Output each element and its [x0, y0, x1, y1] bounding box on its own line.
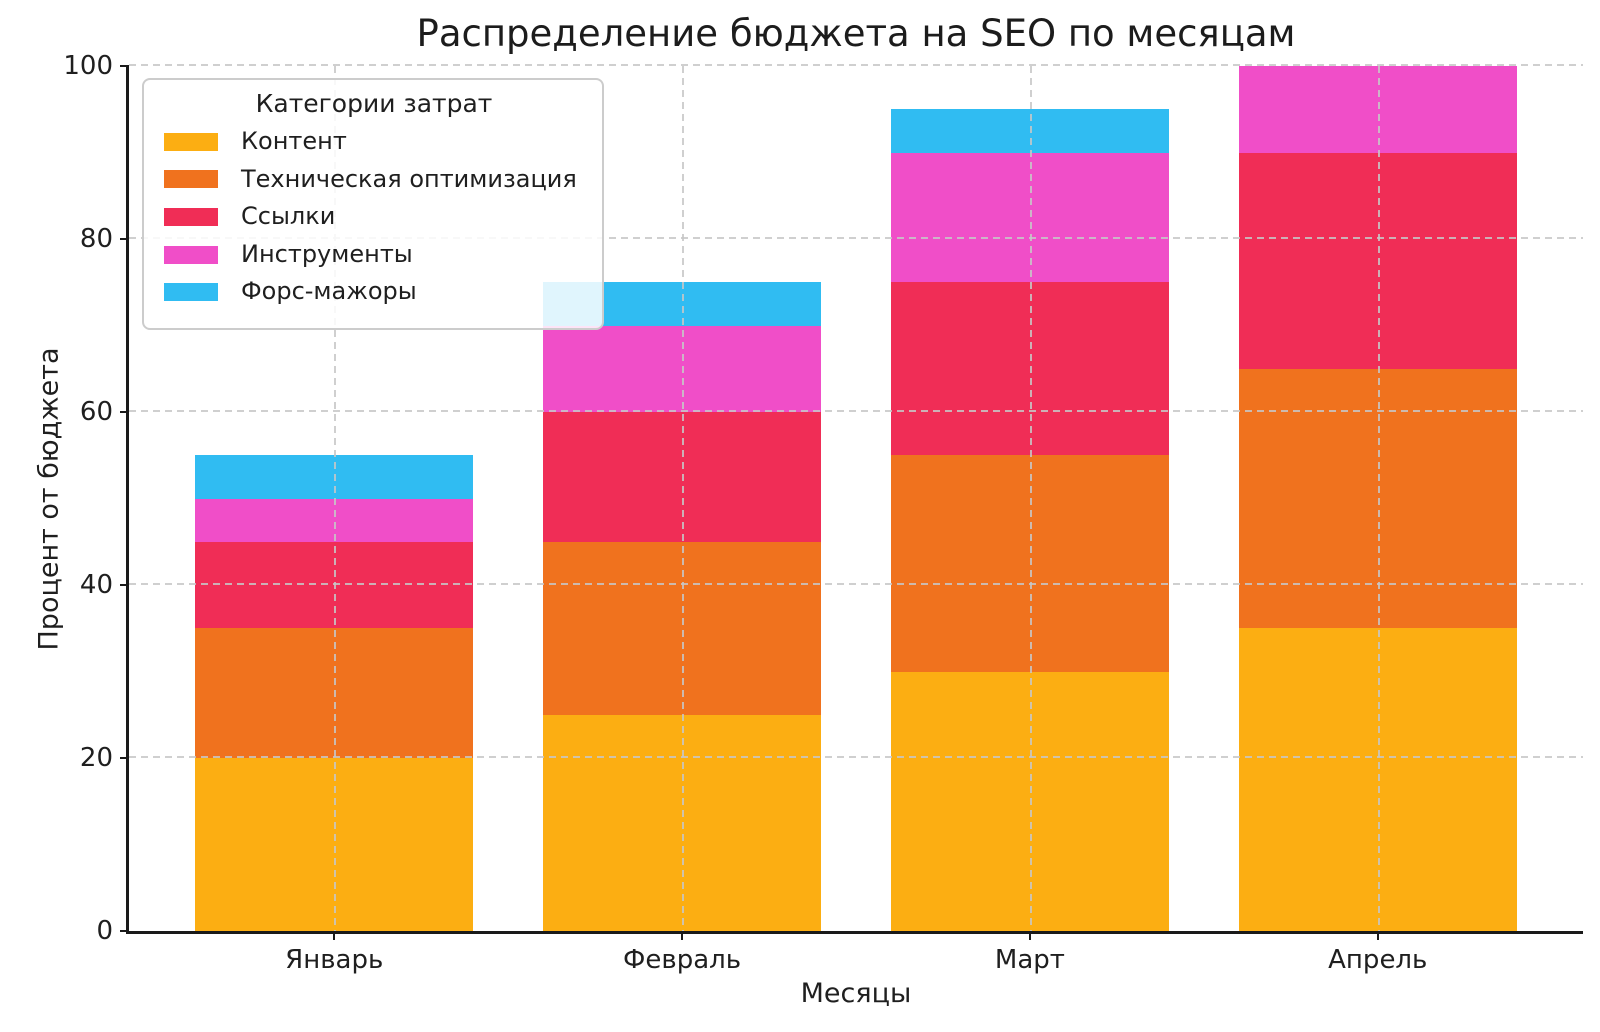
legend-swatch-icon — [164, 283, 218, 302]
y-tick-label: 80 — [79, 224, 113, 254]
legend-item-Ссылки: Ссылки — [164, 203, 584, 231]
y-tick-mark-100 — [120, 65, 129, 67]
v-gridline-2 — [1029, 66, 1032, 931]
legend-item-label: Контент — [241, 127, 347, 155]
y-tick-mark-80 — [120, 238, 129, 240]
y-tick-label: 0 — [96, 916, 113, 946]
bar-segment-Апрель-Контент — [1238, 628, 1517, 931]
x-tick-mark-0 — [333, 931, 336, 940]
bar-segment-Январь-Контент — [195, 758, 474, 931]
y-axis-spine — [126, 66, 129, 934]
bar-segment-Январь-Инструменты — [195, 498, 474, 542]
legend-swatch-icon — [164, 170, 218, 189]
bar-segment-Апрель-Ссылки — [1238, 152, 1517, 369]
bar-segment-Март-Форс-мажоры — [890, 109, 1170, 153]
y-tick-mark-60 — [120, 411, 129, 413]
bar-segment-Март-Инструменты — [890, 152, 1170, 283]
y-tick-label: 40 — [79, 570, 113, 600]
bar-Январь — [195, 66, 474, 931]
h-gridline-60 — [129, 410, 1583, 412]
legend-item-Техническая оптимизация: Техническая оптимизация — [164, 164, 584, 194]
legend: Категории затрат Контент Техническая опти… — [142, 78, 604, 330]
bar-segment-Январь-Форс-мажоры — [195, 455, 474, 499]
legend-item-label: Ссылки — [241, 202, 336, 231]
plot-area: 0 20 40 60 80 100 Январь Февраль Март Апрель — [63, 51, 1583, 975]
x-tick-label: Январь — [285, 945, 384, 975]
legend-item-label: Инструменты — [241, 239, 413, 268]
h-gridline-40 — [129, 583, 1583, 585]
x-tick-label: Апрель — [1328, 945, 1428, 975]
legend-swatch-icon — [164, 245, 218, 264]
y-axis-label: Процент от бюджета — [33, 347, 65, 650]
x-tick-label: Февраль — [623, 945, 742, 975]
v-gridline-0 — [334, 66, 337, 931]
bar-segment-Январь-Ссылки — [195, 541, 474, 629]
v-gridline-1 — [682, 66, 685, 931]
y-tick-label: 60 — [79, 397, 113, 427]
y-tick-mark-0 — [120, 930, 129, 932]
bar-segment-Апрель-Инструменты — [1238, 66, 1517, 153]
y-tick-label: 100 — [63, 51, 113, 81]
x-tick-label: Март — [994, 945, 1065, 975]
legend-title: Категории затрат — [255, 89, 493, 118]
legend-swatch-icon — [164, 132, 218, 151]
h-gridline-20 — [129, 756, 1583, 758]
x-tick-mark-3 — [1376, 931, 1379, 940]
x-axis-spine — [126, 931, 1583, 934]
v-gridline-3 — [1377, 66, 1380, 931]
h-gridline-100 — [129, 64, 1583, 66]
y-tick-mark-20 — [120, 757, 129, 759]
legend-item-label: Техническая оптимизация — [241, 164, 577, 193]
x-tick-mark-2 — [1028, 931, 1031, 940]
legend-items: Контент Техническая оптимизация Ссылки Инст… — [164, 127, 584, 306]
x-tick-mark-1 — [681, 931, 684, 940]
bar-segment-Январь-Техническая оптимизация — [195, 628, 474, 758]
bar-Март — [890, 66, 1170, 931]
h-gridline-80 — [129, 237, 1583, 239]
y-tick-label: 20 — [79, 743, 113, 773]
legend-swatch-icon — [164, 207, 218, 226]
legend-item-label: Форс-мажоры — [241, 277, 417, 306]
legend-item-Форс-мажоры: Форс-мажоры — [164, 278, 584, 306]
bar-segment-Март-Контент — [890, 671, 1170, 931]
bar-segment-Март-Ссылки — [890, 282, 1170, 456]
bar-Апрель — [1238, 66, 1517, 931]
bar-segment-Март-Техническая оптимизация — [890, 455, 1170, 672]
y-axis-label-container: Процент от бюджета — [33, 66, 65, 931]
legend-item-Инструменты: Инструменты — [164, 239, 584, 269]
bar-segment-Апрель-Техническая оптимизация — [1238, 368, 1517, 629]
y-tick-mark-40 — [120, 584, 129, 586]
x-axis-label: Месяцы — [800, 978, 912, 1009]
legend-item-Контент: Контент — [164, 127, 584, 156]
chart-title: Распределение бюджета на SEO по месяцам — [416, 12, 1296, 55]
